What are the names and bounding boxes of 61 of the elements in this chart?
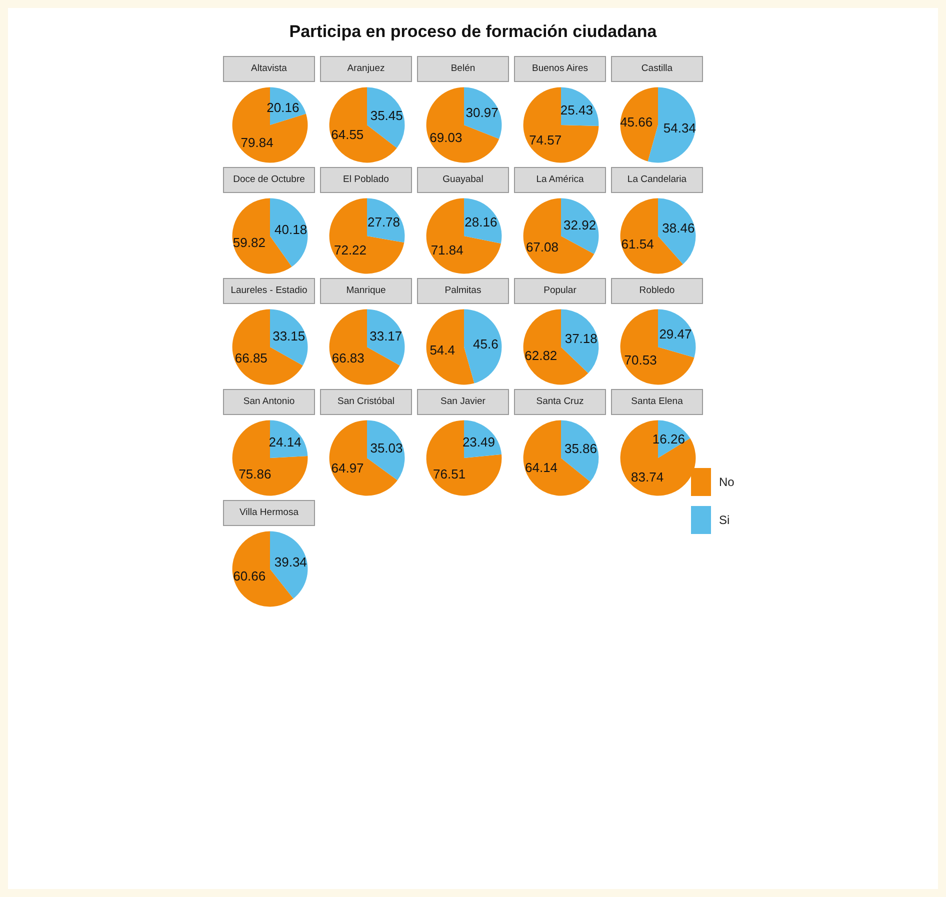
- data-label: 76.51: [433, 466, 466, 482]
- data-label: 71.84: [430, 242, 464, 258]
- chart-subtitle: Manrique: [320, 278, 412, 304]
- data-label: 59.82: [232, 235, 266, 250]
- chart-subtitle: Santa Cruz: [514, 389, 606, 415]
- chart-subtitle: Laureles - Estadio: [223, 278, 315, 304]
- data-label: 27.78: [367, 214, 400, 230]
- chart-subtitle: San Javier: [417, 389, 509, 415]
- data-label: 64.55: [331, 127, 364, 142]
- chart-subtitle: La Candelaria: [611, 167, 703, 193]
- data-label: 64.14: [524, 460, 558, 475]
- chart-subtitle: Popular: [514, 278, 606, 304]
- data-label: 54.34: [663, 120, 696, 136]
- chart-subtitle: Doce de Octubre: [223, 167, 315, 193]
- data-label: 62.82: [524, 348, 558, 364]
- data-label: 33.17: [370, 328, 402, 344]
- chart-subtitle: Altavista: [223, 56, 315, 82]
- chart-subtitle: Robledo: [611, 278, 703, 304]
- data-label: 45.6: [472, 336, 498, 352]
- data-label: 67.08: [526, 240, 558, 255]
- chart-subtitle: San Antonio: [223, 389, 315, 415]
- data-label: 32.92: [564, 217, 596, 232]
- data-label: 66.85: [234, 350, 268, 366]
- chart-title: Participa en proceso de formación ciudadana: [288, 22, 658, 42]
- chart-subtitle: Palmitas: [417, 278, 509, 304]
- data-label: 75.86: [238, 466, 272, 482]
- data-label: 35.03: [370, 440, 403, 456]
- data-label: 28.16: [464, 214, 498, 230]
- data-label: 35.45: [370, 108, 403, 123]
- data-label: 37.18: [564, 330, 598, 346]
- chart-subtitle: Belén: [417, 56, 509, 82]
- chart-subtitle: San Cristóbal: [320, 389, 412, 415]
- data-label: 35.86: [564, 441, 598, 456]
- data-label: 29.47: [659, 326, 692, 342]
- data-label: 40.18: [274, 222, 308, 237]
- chart-subtitle: Guayabal: [417, 167, 509, 193]
- data-label: 25.43: [560, 102, 593, 118]
- data-label: 60.66: [233, 568, 266, 584]
- chart-subtitle: Buenos Aires: [514, 56, 606, 82]
- legend-label: No: [718, 474, 734, 491]
- data-label: 70.53: [624, 352, 657, 368]
- chart-subtitle: Aranjuez: [320, 56, 412, 82]
- data-label: 79.84: [240, 135, 274, 150]
- chart-subtitle: Villa Hermosa: [223, 500, 315, 526]
- data-label: 74.57: [529, 132, 562, 148]
- chart-subtitle: La América: [514, 167, 606, 193]
- data-label: 30.97: [466, 105, 498, 120]
- data-label: 38.46: [662, 220, 695, 236]
- chart-subtitle: El Poblado: [320, 167, 412, 193]
- data-label: 83.74: [631, 470, 664, 485]
- data-label: 72.22: [334, 242, 367, 258]
- data-label: 69.03: [430, 130, 462, 145]
- chart-subtitle: Santa Elena: [611, 389, 703, 415]
- legend-label: Si: [718, 512, 731, 529]
- data-label: 39.34: [274, 554, 307, 570]
- data-label: 61.54: [621, 236, 654, 252]
- data-label: 33.15: [272, 328, 306, 344]
- data-label: 64.97: [331, 460, 364, 476]
- chart-subtitle: Castilla: [611, 56, 703, 82]
- data-label: 54.4: [430, 342, 456, 358]
- data-label: 66.83: [332, 350, 364, 366]
